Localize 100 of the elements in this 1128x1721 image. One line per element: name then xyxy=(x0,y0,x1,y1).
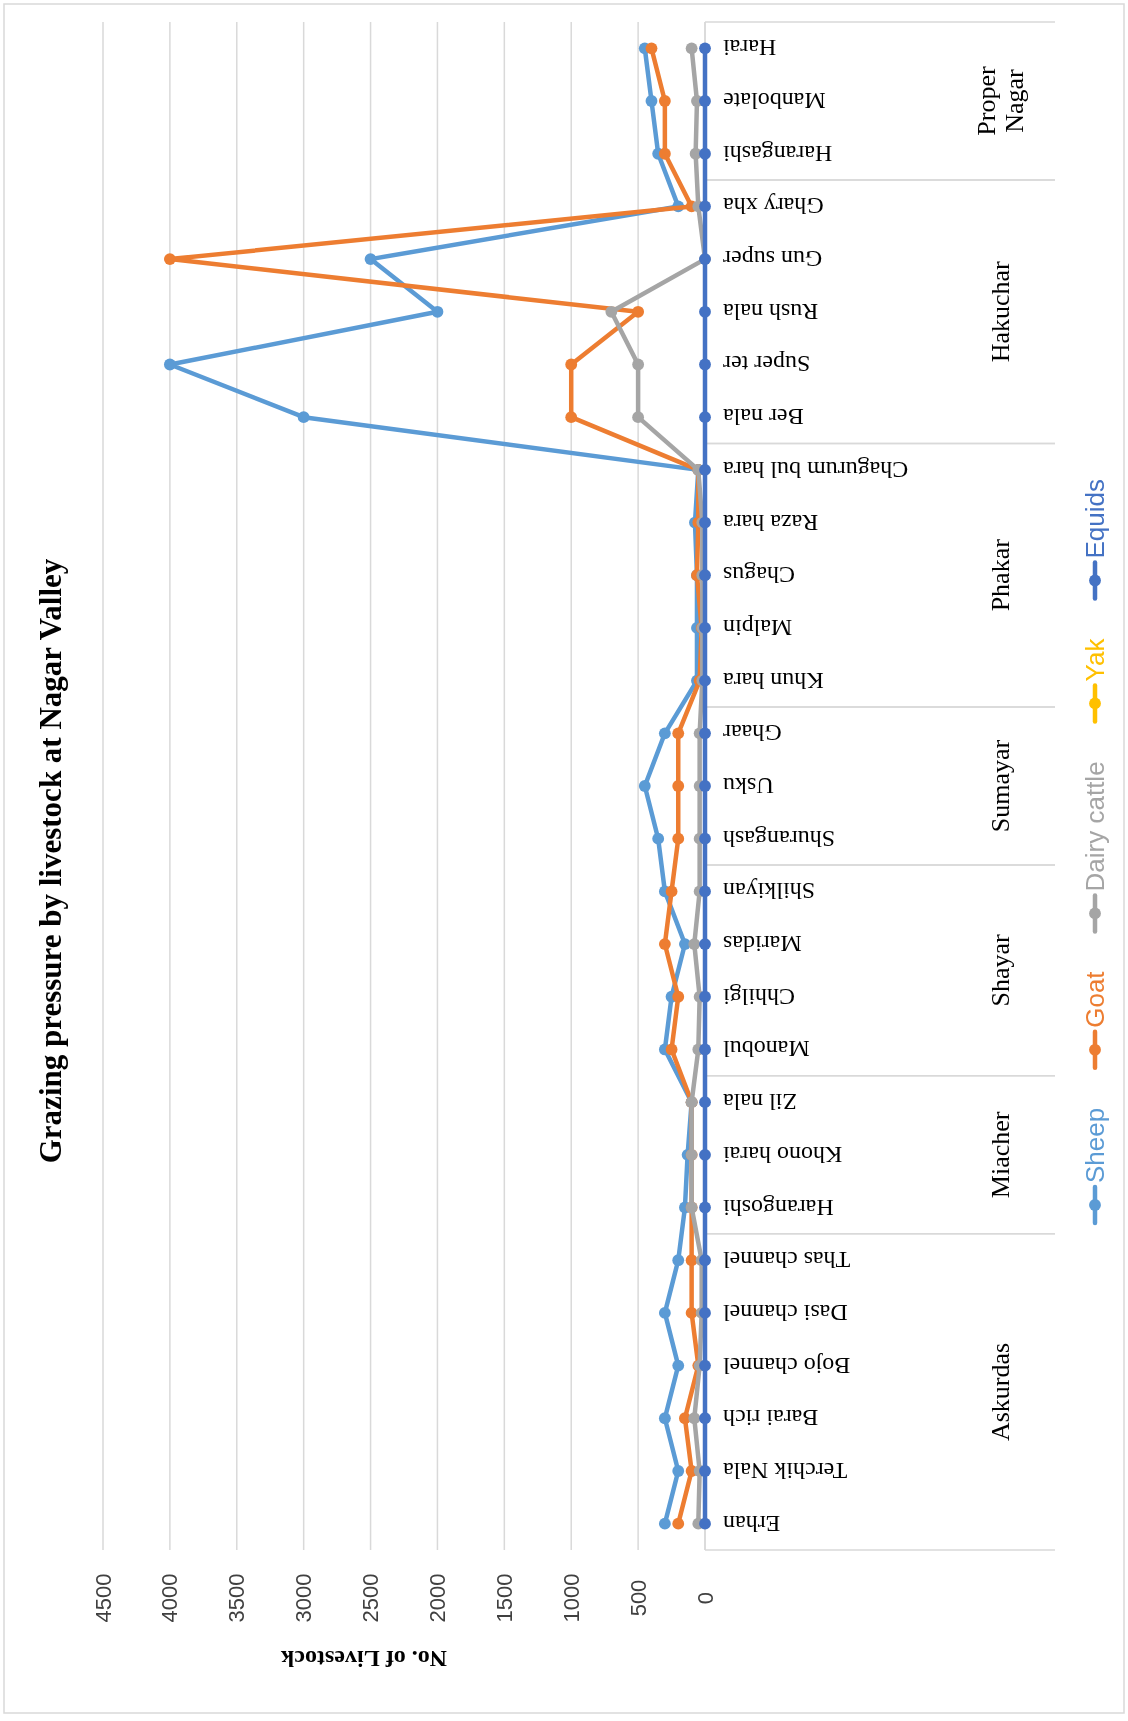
point xyxy=(672,1517,685,1530)
y-tick-label: Harangashi xyxy=(722,140,833,167)
text: Miacher xyxy=(985,1111,1015,1199)
point xyxy=(699,1517,711,1530)
point xyxy=(645,42,658,55)
x-tick-label: 0 xyxy=(692,1591,718,1605)
x-tick-label: 4000 xyxy=(157,1573,183,1623)
point xyxy=(638,780,651,792)
x-tick-label: 2000 xyxy=(424,1573,450,1623)
y-tick-label: Dasi channel xyxy=(722,1299,848,1326)
point xyxy=(699,1465,711,1477)
point xyxy=(699,1359,711,1372)
point xyxy=(658,1412,671,1425)
point xyxy=(699,1096,711,1109)
point xyxy=(672,780,685,792)
text: Equids xyxy=(1080,479,1110,559)
x-tick-label: 2500 xyxy=(358,1573,384,1623)
point xyxy=(605,305,618,318)
point xyxy=(699,885,711,898)
point xyxy=(699,1148,711,1161)
text: Sheep xyxy=(1080,1107,1110,1183)
point xyxy=(688,938,701,950)
point xyxy=(672,1465,685,1477)
point xyxy=(672,1254,685,1267)
y-tick-label: Raza hara xyxy=(722,509,819,536)
text: Hakuchar xyxy=(985,260,1015,363)
y-tick-label: Chagurum bul hara xyxy=(722,456,909,483)
point xyxy=(699,990,711,1003)
text: Askurdas xyxy=(985,1342,1015,1442)
y-tick-label: Harai xyxy=(722,35,777,62)
point xyxy=(297,411,310,424)
point xyxy=(699,147,711,160)
text: Grazing pressure by livestock at Nagar Valley xyxy=(32,558,68,1164)
point xyxy=(699,305,711,318)
y-tick-label: Barai rich xyxy=(723,1405,819,1432)
point xyxy=(632,305,645,318)
point xyxy=(652,832,665,845)
y-tick-label: Usku xyxy=(723,773,774,799)
point xyxy=(699,1306,711,1319)
y-tick-label: Ghary xha xyxy=(722,193,824,220)
point xyxy=(163,253,176,266)
point xyxy=(565,358,578,371)
text: Proper Nagar xyxy=(971,66,1029,136)
point xyxy=(163,358,176,371)
y-tick-label: Shilkiyan xyxy=(723,878,816,905)
y-tick-label: Chhilgi xyxy=(722,983,796,1010)
x-tick-label: 500 xyxy=(625,1579,651,1617)
point xyxy=(665,1043,678,1056)
point xyxy=(658,1517,671,1530)
text: Goat xyxy=(1080,970,1110,1028)
x-tick-label: 3000 xyxy=(291,1573,317,1623)
y-tick-label: Bojo channel xyxy=(722,1352,851,1379)
point xyxy=(699,1254,711,1267)
point xyxy=(699,95,711,107)
y-tick-label: Ber nala xyxy=(722,404,804,431)
y-tick-label: Maridas xyxy=(723,931,802,958)
text: Phakar xyxy=(985,538,1015,612)
point xyxy=(672,727,685,740)
point xyxy=(672,1359,685,1372)
point xyxy=(665,885,678,898)
point xyxy=(658,95,671,107)
y-tick-label: Khun hara xyxy=(722,667,824,694)
point xyxy=(699,1412,711,1425)
point xyxy=(699,727,711,740)
y-tick-label: Gun super xyxy=(723,246,823,273)
point xyxy=(699,832,711,845)
point xyxy=(658,938,671,950)
point xyxy=(699,463,711,476)
point xyxy=(699,411,711,424)
point xyxy=(672,832,685,845)
text: Dairy cattle xyxy=(1080,761,1110,892)
y-tick-label: Khono harai xyxy=(722,1141,843,1168)
x-tick-label: 3500 xyxy=(224,1573,250,1623)
y-tick-label: Thas channel xyxy=(722,1247,851,1274)
point xyxy=(672,990,685,1003)
point xyxy=(699,42,711,55)
text: Sumayar xyxy=(985,739,1015,833)
y-tick-label: Super ter xyxy=(723,351,811,378)
point xyxy=(364,253,377,266)
x-axis-title: No. of Livestock xyxy=(280,1646,447,1672)
point xyxy=(632,411,645,424)
point xyxy=(699,938,711,950)
point xyxy=(685,1254,698,1267)
point xyxy=(699,200,711,213)
y-tick-label: Shurangash xyxy=(723,825,835,852)
point xyxy=(699,358,711,371)
point xyxy=(685,1306,698,1319)
point xyxy=(699,1201,711,1214)
text: Shayar xyxy=(985,933,1015,1007)
y-tick-label: Zil nala xyxy=(722,1089,797,1116)
point xyxy=(632,358,645,371)
x-tick-label: 1500 xyxy=(491,1573,517,1623)
x-tick-label: 1000 xyxy=(558,1573,584,1623)
point xyxy=(699,1043,711,1056)
legend-label: Yak xyxy=(1080,637,1110,682)
y-tick-label: Rush nala xyxy=(722,298,819,325)
y-tick-label: Terchik Nala xyxy=(722,1457,848,1484)
point xyxy=(658,1306,671,1319)
y-tick-label: Erhan xyxy=(723,1510,781,1537)
y-tick-label: Chagus xyxy=(723,562,795,589)
